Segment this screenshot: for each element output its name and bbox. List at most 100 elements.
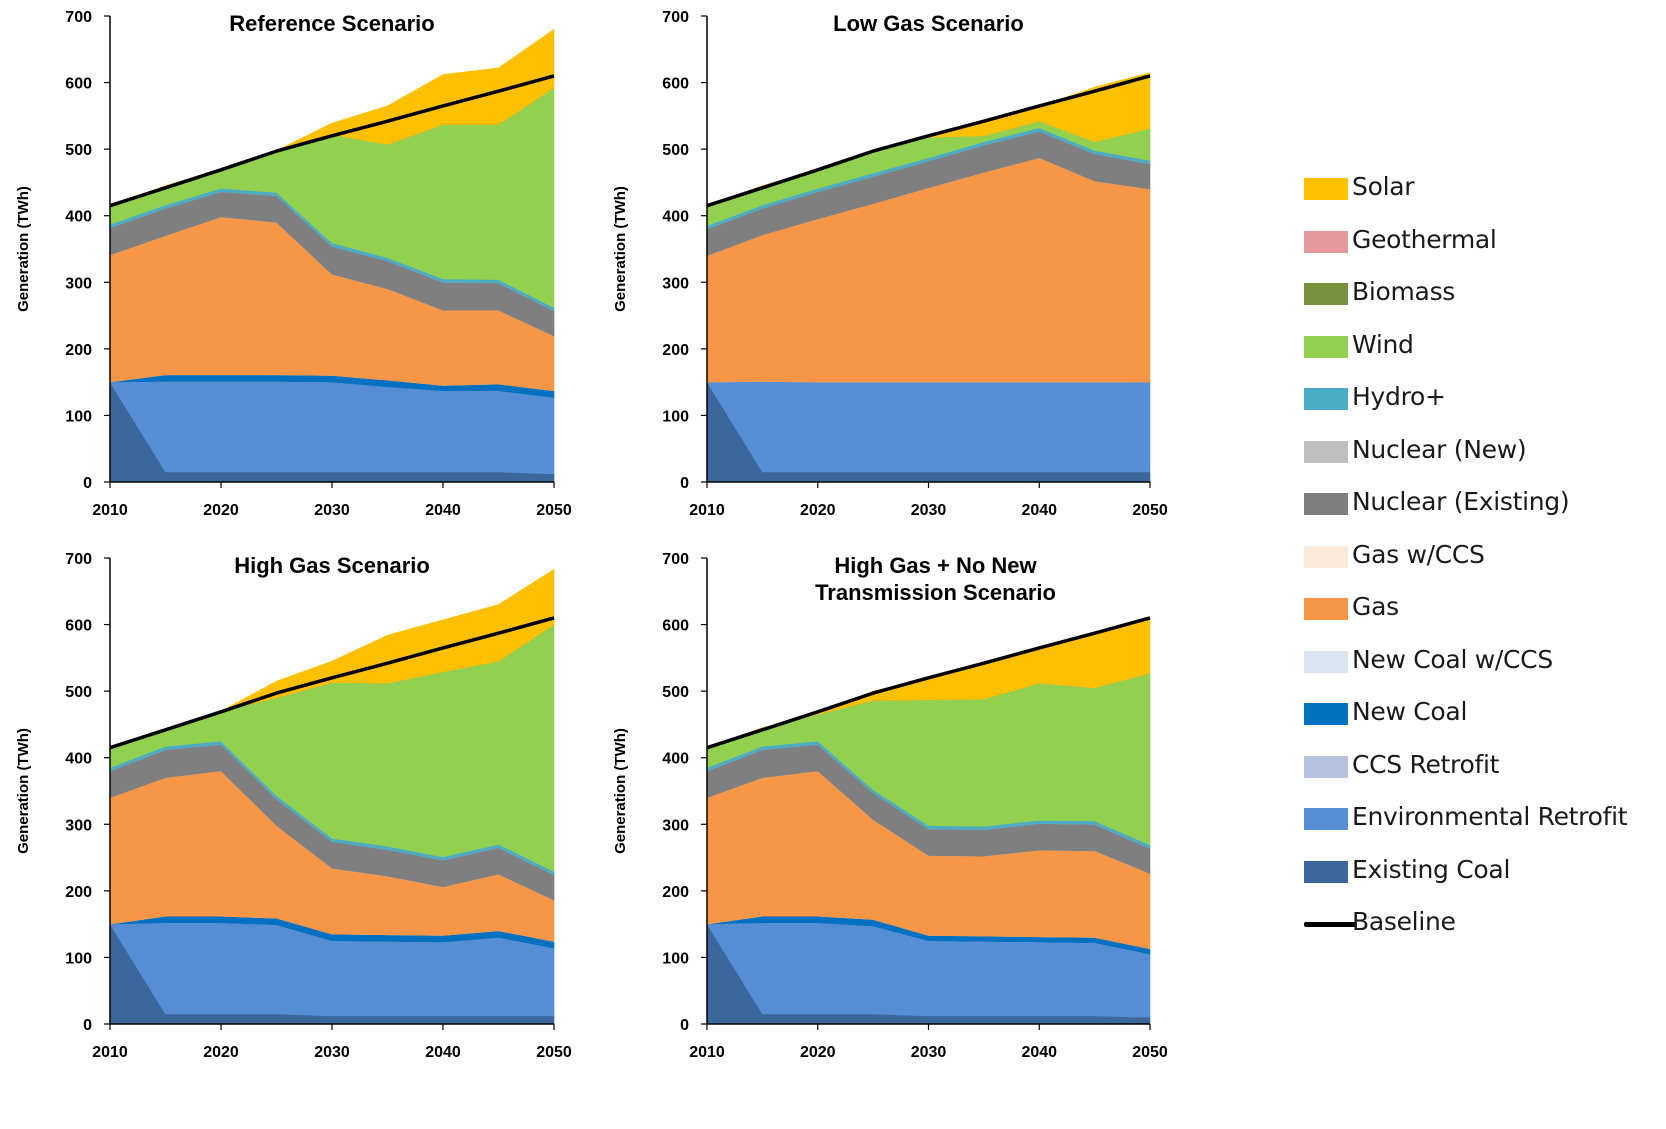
chart-panel-3: 0 100 200 300 400 500 600 700 2010 2020 2030 2040 20…: [15, 551, 572, 1061]
legend-label: Nuclear (Existing): [1352, 487, 1570, 516]
chart-panel-2: 0 100 200 300 400 500 600 700 2010 2020 2030 2040 20…: [612, 9, 1168, 519]
y-tick-label: 200: [662, 884, 689, 901]
x-tick-label: 2050: [1132, 1044, 1168, 1061]
x-tick-label: 2040: [1021, 502, 1057, 519]
legend-item-wind: Wind: [1304, 324, 1664, 377]
legend-swatch: [1304, 178, 1348, 200]
y-tick-label: 500: [662, 142, 689, 159]
y-tick-label: 400: [662, 751, 689, 768]
x-tick-label: 2010: [92, 1044, 128, 1061]
y-tick-label: 0: [680, 1017, 689, 1034]
x-tick-label: 2010: [689, 1044, 725, 1061]
x-tick-label: 2050: [536, 502, 572, 519]
chart-title: Low Gas Scenario: [833, 11, 1024, 36]
legend: Solar Geothermal Biomass Wind Hydro+ Nuclear …: [1304, 166, 1664, 954]
y-tick-label: 300: [65, 817, 92, 834]
chart-title: Transmission Scenario: [815, 580, 1056, 605]
legend-item-nuclear-existing: Nuclear (Existing): [1304, 481, 1664, 534]
legend-swatch: [1304, 388, 1348, 410]
y-tick-label: 0: [83, 1017, 92, 1034]
legend-label: Gas w/CCS: [1352, 539, 1485, 569]
y-tick-label: 500: [65, 684, 92, 701]
legend-swatch: [1304, 860, 1348, 883]
y-tick-label: 0: [83, 475, 92, 492]
y-tick-label: 200: [65, 342, 92, 359]
y-tick-label: 600: [662, 618, 689, 635]
baseline-line: [109, 616, 555, 750]
chart-panel-4: 0 100 200 300 400 500 600 700 2010 2020 2030 2040 20…: [612, 551, 1168, 1061]
y-tick-label: 0: [680, 475, 689, 492]
area-environmental-retrofit: [109, 381, 555, 475]
y-tick-label: 500: [662, 684, 689, 701]
x-tick-label: 2030: [314, 502, 350, 519]
legend-label: Biomass: [1352, 277, 1456, 306]
y-tick-label: 500: [65, 142, 92, 159]
legend-label: New Coal: [1352, 697, 1468, 726]
legend-item-baseline: Baseline: [1304, 901, 1664, 954]
legend-label: Existing Coal: [1352, 854, 1511, 884]
y-tick-label: 300: [662, 275, 689, 292]
legend-label: Gas: [1352, 592, 1399, 621]
chart-title: High Gas Scenario: [234, 553, 430, 578]
legend-swatch: [1304, 493, 1348, 515]
legend-item-geothermal: Geothermal: [1304, 219, 1664, 272]
x-tick-label: 2010: [689, 502, 725, 519]
area-solar: [109, 568, 555, 750]
legend-label: Geothermal: [1352, 224, 1497, 254]
charts-canvas: 0 100 200 300 400 500 600 700 2010 2020 2030 2040 20…: [15, 9, 1168, 1061]
x-tick-label: 2050: [1132, 502, 1168, 519]
legend-label: CCS Retrofit: [1352, 749, 1500, 779]
legend-label: New Coal w/CCS: [1352, 644, 1553, 674]
y-tick-label: 200: [662, 342, 689, 359]
y-tick-label: 700: [662, 551, 689, 568]
legend-swatch: [1304, 230, 1348, 253]
baseline-line: [706, 74, 1151, 208]
y-tick-label: 300: [662, 817, 689, 834]
legend-swatch: [1304, 650, 1348, 673]
legend-swatch: [1304, 283, 1348, 305]
y-tick-label: 700: [662, 9, 689, 26]
legend-swatch: [1304, 545, 1348, 568]
y-tick-label: 400: [662, 209, 689, 226]
x-tick-label: 2020: [800, 502, 836, 519]
y-tick-label: 400: [65, 751, 92, 768]
legend-swatch: [1304, 755, 1348, 778]
baseline-line: [706, 616, 1151, 750]
x-tick-label: 2040: [425, 1044, 461, 1061]
x-tick-label: 2040: [1021, 1044, 1057, 1061]
x-tick-label: 2030: [911, 1044, 947, 1061]
legend-item-hydro: Hydro+: [1304, 376, 1664, 429]
legend-swatch: [1304, 703, 1348, 725]
y-tick-label: 700: [65, 551, 92, 568]
legend-item-new-coal: New Coal: [1304, 691, 1664, 744]
legend-item-existing-coal: Existing Coal: [1304, 849, 1664, 902]
legend-label: Solar: [1352, 172, 1415, 201]
legend-item-nuclear-new: Nuclear (New): [1304, 429, 1664, 482]
legend-item-ccs-retrofit: CCS Retrofit: [1304, 744, 1664, 797]
y-tick-label: 100: [662, 950, 689, 967]
legend-label: Hydro+: [1352, 382, 1446, 411]
chart-panel-1: 0 100 200 300 400 500 600 700 2010 2020 2030 2040 20…: [15, 9, 572, 519]
legend-item-gas-w-ccs: Gas w/CCS: [1304, 534, 1664, 587]
y-tick-label: 100: [662, 408, 689, 425]
legend-label: Baseline: [1352, 907, 1456, 936]
x-tick-label: 2020: [203, 1044, 239, 1061]
x-tick-label: 2020: [800, 1044, 836, 1061]
legend-swatch: [1304, 335, 1348, 358]
x-tick-label: 2030: [314, 1044, 350, 1061]
y-axis-label: Generation (TWh): [15, 186, 32, 312]
y-tick-label: 600: [662, 76, 689, 93]
legend-label: Environmental Retrofit: [1352, 802, 1628, 831]
y-tick-label: 700: [65, 9, 92, 26]
legend-item-environmental-retrofit: Environmental Retrofit: [1304, 796, 1664, 849]
y-axis-label: Generation (TWh): [612, 186, 629, 312]
legend-label: Wind: [1352, 329, 1414, 359]
legend-swatch: [1304, 440, 1348, 463]
legend-line-marker: [1304, 922, 1356, 927]
legend-item-solar: Solar: [1304, 166, 1664, 219]
x-tick-label: 2040: [425, 502, 461, 519]
y-tick-label: 100: [65, 950, 92, 967]
legend-swatch: [1304, 598, 1348, 620]
y-tick-label: 100: [65, 408, 92, 425]
